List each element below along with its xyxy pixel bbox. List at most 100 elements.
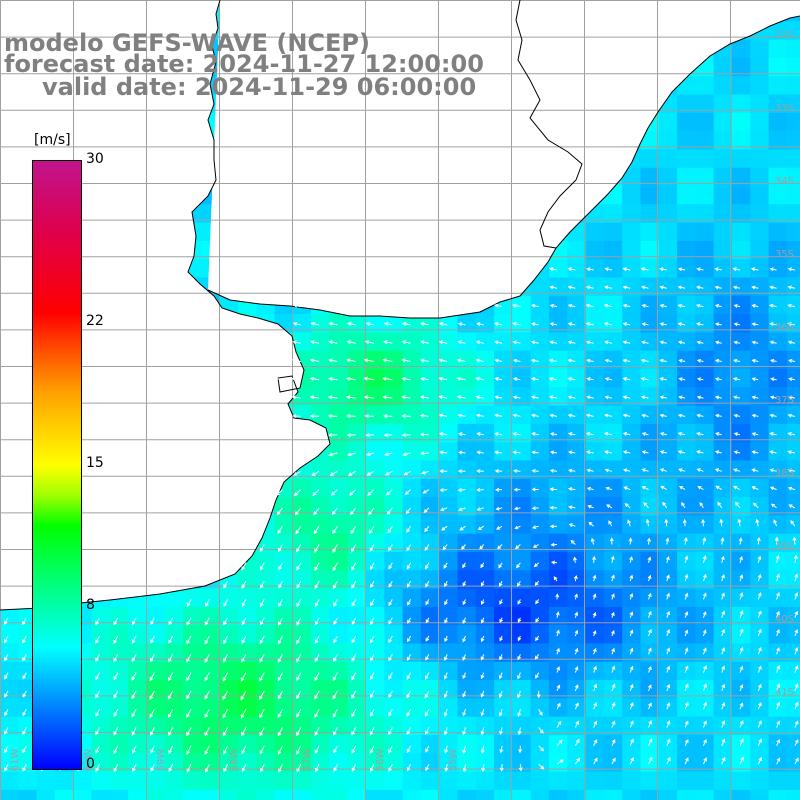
wind-speed-cell: [732, 57, 751, 77]
wind-speed-cell: [622, 753, 642, 773]
wind-speed-cell: [603, 460, 623, 480]
wind-arrow: [513, 487, 521, 492]
wind-arrow: [462, 562, 466, 569]
wind-speed-cell: [585, 332, 605, 352]
wind-speed-cell: [567, 460, 587, 480]
wind-arrow: [241, 562, 247, 571]
wind-speed-cell: [603, 387, 623, 407]
wind-speed-cell: [402, 735, 422, 754]
wind-speed-cell: [347, 332, 367, 352]
wind-arrow: [363, 358, 375, 363]
wind-arrow: [382, 376, 393, 381]
wind-speed-cell: [750, 149, 770, 169]
wind-arrow: [347, 303, 356, 308]
wind-arrow: [662, 501, 668, 509]
wind-speed-cell: [640, 259, 660, 279]
wind-speed-cell: [457, 661, 477, 681]
wind-speed-cell: [146, 625, 166, 645]
wind-speed-cell: [237, 735, 257, 754]
wind-arrow: [733, 413, 741, 418]
wind-speed-cell: [128, 606, 147, 626]
wind-arrow: [328, 340, 338, 344]
wind-arrow: [702, 592, 707, 600]
wind-arrow: [733, 395, 741, 400]
wind-arrow: [494, 469, 503, 474]
wind-arrow: [549, 432, 558, 436]
wind-arrow: [444, 635, 448, 643]
wind-arrow: [512, 431, 521, 436]
wind-arrow: [548, 267, 558, 271]
wind-speed-cell: [695, 295, 715, 315]
wind-speed-cell: [420, 552, 440, 571]
wind-arrow: [476, 507, 484, 511]
wind-speed-cell: [439, 423, 459, 443]
wind-speed-cell: [658, 222, 678, 242]
wind-speed-cell: [512, 369, 532, 388]
wind-arrow: [739, 665, 744, 673]
wind-arrow: [622, 377, 631, 381]
wind-speed-cell: [237, 570, 257, 590]
wind-arrow: [684, 611, 689, 618]
wind-speed-cell: [475, 570, 495, 590]
wind-speed-cell: [732, 332, 751, 352]
wind-speed-cell: [603, 716, 623, 736]
wind-speed-cell: [494, 497, 513, 516]
wind-arrow: [406, 672, 412, 680]
wind-speed-cell: [439, 515, 459, 535]
wind-speed-cell: [713, 222, 733, 242]
wind-speed-cell: [457, 753, 477, 773]
wind-speed-cell: [677, 387, 696, 407]
wind-speed-cell: [146, 698, 166, 718]
wind-speed-cell: [146, 753, 166, 773]
wind-arrow: [333, 617, 338, 625]
wind-speed-cell: [640, 442, 660, 462]
wind-speed-cell: [274, 515, 294, 535]
wind-arrow: [659, 358, 667, 363]
wind-arrow: [402, 303, 411, 308]
wind-speed-cell: [292, 661, 312, 681]
wind-arrow: [406, 745, 412, 754]
wind-arrow: [553, 576, 558, 582]
wind-speed-cell: [109, 753, 129, 773]
wind-arrow: [241, 617, 247, 626]
wind-speed-cell: [640, 423, 660, 443]
wind-arrow: [696, 395, 704, 400]
wind-speed-cell: [311, 369, 330, 388]
wind-speed-cell: [585, 588, 605, 608]
wind-speed-cell: [292, 789, 312, 800]
forecast-date: forecast date: 2024-11-27 12:00:00: [4, 50, 484, 78]
wind-arrow: [311, 470, 320, 476]
wind-arrow: [721, 756, 726, 765]
wind-speed-cell: [402, 588, 422, 608]
wind-arrow: [475, 376, 484, 381]
wind-speed-cell: [677, 369, 696, 388]
valid-date: valid date: 2024-11-29 06:00:00: [42, 73, 477, 101]
latitude-label: 34S: [775, 176, 794, 187]
wind-speed-cell: [585, 240, 605, 260]
wind-speed-cell: [677, 332, 696, 352]
wind-speed-cell: [311, 570, 330, 590]
wind-speed-cell: [201, 716, 221, 736]
wind-arrow: [296, 580, 302, 589]
wind-speed-cell: [219, 753, 239, 773]
wind-speed-cell: [658, 295, 678, 315]
wind-arrow: [622, 431, 631, 436]
wind-arrow: [567, 395, 576, 400]
wind-speed-cell: [768, 789, 788, 800]
wind-speed-cell: [786, 314, 800, 333]
wind-arrow: [696, 377, 704, 382]
wind-speed-cell: [768, 606, 788, 626]
wind-speed-cell: [567, 789, 587, 800]
wind-speed-cell: [786, 588, 800, 608]
wind-arrow: [401, 376, 411, 381]
wind-arrow: [382, 358, 393, 363]
wind-arrow: [332, 672, 338, 682]
wind-arrow: [440, 507, 448, 512]
wind-arrow: [369, 635, 375, 644]
wind-speed-cell: [256, 625, 276, 645]
wind-arrow: [513, 469, 521, 473]
wind-speed-cell: [585, 552, 605, 571]
wind-speed-cell: [549, 259, 568, 279]
wind-speed-cell: [585, 533, 605, 553]
wind-arrow: [333, 599, 338, 607]
